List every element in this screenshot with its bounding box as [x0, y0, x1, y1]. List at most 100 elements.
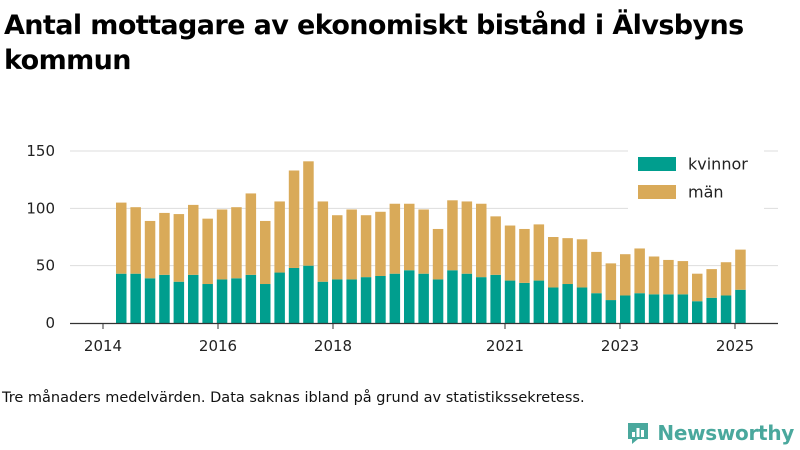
- bar-man: [447, 200, 458, 271]
- bar-man: [692, 273, 703, 302]
- bar-kvinnor: [159, 274, 170, 323]
- bar-kvinnor: [476, 277, 487, 323]
- bar-chart: 0 50 100 150 2014 2016 2018 2021 2023 2025 kvinn…: [26, 142, 778, 355]
- legend: kvinnor män: [628, 148, 764, 210]
- bar-kvinnor: [389, 273, 401, 323]
- bar-man: [274, 201, 285, 273]
- bar-kvinnor: [519, 282, 530, 323]
- bar-man: [648, 256, 660, 295]
- bar-man: [461, 201, 473, 274]
- bar-kvinnor: [490, 274, 501, 323]
- bar-man: [634, 248, 645, 294]
- bar-man: [303, 161, 314, 266]
- bar-kvinnor: [692, 301, 703, 323]
- bar-kvinnor: [274, 272, 285, 323]
- footnote: Tre månaders medelvärden. Data saknas ib…: [2, 390, 585, 406]
- bar-man: [706, 269, 717, 298]
- y-tick-label: 100: [26, 199, 55, 217]
- legend-swatch-man: [638, 185, 676, 199]
- x-tick-label: 2023: [601, 337, 639, 355]
- bar-kvinnor: [620, 295, 631, 323]
- bar-kvinnor: [332, 279, 343, 323]
- bar-man: [346, 209, 357, 280]
- bar-kvinnor: [317, 281, 329, 323]
- legend-swatch-kvinnor: [638, 157, 676, 171]
- bar-man: [562, 238, 573, 285]
- bar-kvinnor: [116, 273, 127, 323]
- bar-man: [432, 228, 444, 280]
- bar-man: [216, 209, 228, 280]
- bar-kvinnor: [144, 278, 156, 323]
- bar-kvinnor: [461, 273, 473, 323]
- brand[interactable]: Newsworthy: [625, 418, 794, 448]
- bar-kvinnor: [735, 289, 746, 323]
- bar-kvinnor: [173, 281, 185, 323]
- bar-kvinnor: [648, 294, 660, 323]
- bar-kvinnor: [576, 287, 588, 323]
- y-tick-label: 50: [36, 257, 55, 275]
- bar-man: [188, 204, 199, 275]
- x-tick-label: 2021: [486, 337, 524, 355]
- bar-man: [404, 203, 415, 271]
- bar-man: [332, 215, 343, 280]
- bar-man: [490, 216, 501, 275]
- bar-kvinnor: [188, 274, 199, 323]
- legend-label: kvinnor: [688, 155, 748, 174]
- bar-man: [533, 224, 545, 281]
- bar-man: [375, 211, 386, 276]
- bar-man: [576, 239, 588, 288]
- bar-man: [519, 228, 530, 283]
- bar-kvinnor: [288, 267, 300, 323]
- bar-kvinnor: [605, 300, 617, 323]
- bar-kvinnor: [404, 270, 415, 323]
- bar-man: [418, 209, 429, 274]
- bar-man: [476, 203, 487, 278]
- bar-man: [144, 220, 156, 279]
- bar-kvinnor: [663, 294, 674, 323]
- bar-kvinnor: [504, 280, 516, 323]
- y-tick-label: 0: [45, 314, 55, 332]
- bar-kvinnor: [303, 265, 314, 323]
- bar-man: [288, 170, 300, 268]
- bar-kvinnor: [720, 295, 732, 323]
- bar-kvinnor: [591, 293, 602, 323]
- newsworthy-logo-icon: [628, 423, 649, 444]
- bar-kvinnor: [216, 279, 228, 323]
- bar-man: [173, 214, 185, 282]
- bar-kvinnor: [677, 294, 689, 323]
- bar-man: [605, 263, 617, 301]
- bar-kvinnor: [548, 287, 559, 323]
- bar-kvinnor: [418, 273, 429, 323]
- bar-kvinnor: [706, 297, 717, 323]
- bar-kvinnor: [533, 280, 545, 323]
- bar-kvinnor: [260, 284, 271, 323]
- x-axis: 2014 2016 2018 2021 2023 2025: [70, 322, 778, 355]
- bar-man: [231, 207, 242, 279]
- bar-man: [245, 193, 257, 275]
- bar-man: [116, 202, 127, 274]
- bar-man: [130, 207, 141, 274]
- chart-title: Antal mottagare av ekonomiskt bistånd i …: [4, 10, 744, 76]
- bar-man: [735, 249, 746, 290]
- bar-kvinnor: [634, 293, 645, 323]
- bar-kvinnor: [346, 279, 357, 323]
- bar-man: [317, 201, 329, 282]
- bar-man: [202, 218, 213, 285]
- bar-man: [620, 254, 631, 296]
- bar-kvinnor: [231, 278, 242, 323]
- brand-name: Newsworthy: [657, 421, 794, 445]
- bar-kvinnor: [375, 275, 386, 323]
- bar-man: [591, 251, 602, 294]
- bar-man: [159, 212, 170, 275]
- bar-kvinnor: [360, 277, 372, 323]
- bar-man: [677, 261, 689, 295]
- bar-kvinnor: [130, 273, 141, 323]
- bar-man: [389, 203, 401, 274]
- x-tick-label: 2018: [314, 337, 352, 355]
- bar-man: [360, 215, 372, 278]
- legend-label: män: [688, 183, 724, 202]
- bar-man: [720, 262, 732, 296]
- bar-kvinnor: [447, 270, 458, 323]
- bar-man: [548, 237, 559, 288]
- bar-kvinnor: [202, 284, 213, 323]
